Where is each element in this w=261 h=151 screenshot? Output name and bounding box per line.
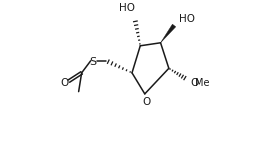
Text: HO: HO xyxy=(179,14,195,24)
Text: O: O xyxy=(190,78,198,88)
Text: O: O xyxy=(60,78,68,88)
Text: Me: Me xyxy=(195,78,210,88)
Text: O: O xyxy=(143,97,151,107)
Polygon shape xyxy=(161,24,176,43)
Text: HO: HO xyxy=(120,3,135,13)
Text: S: S xyxy=(89,57,96,67)
